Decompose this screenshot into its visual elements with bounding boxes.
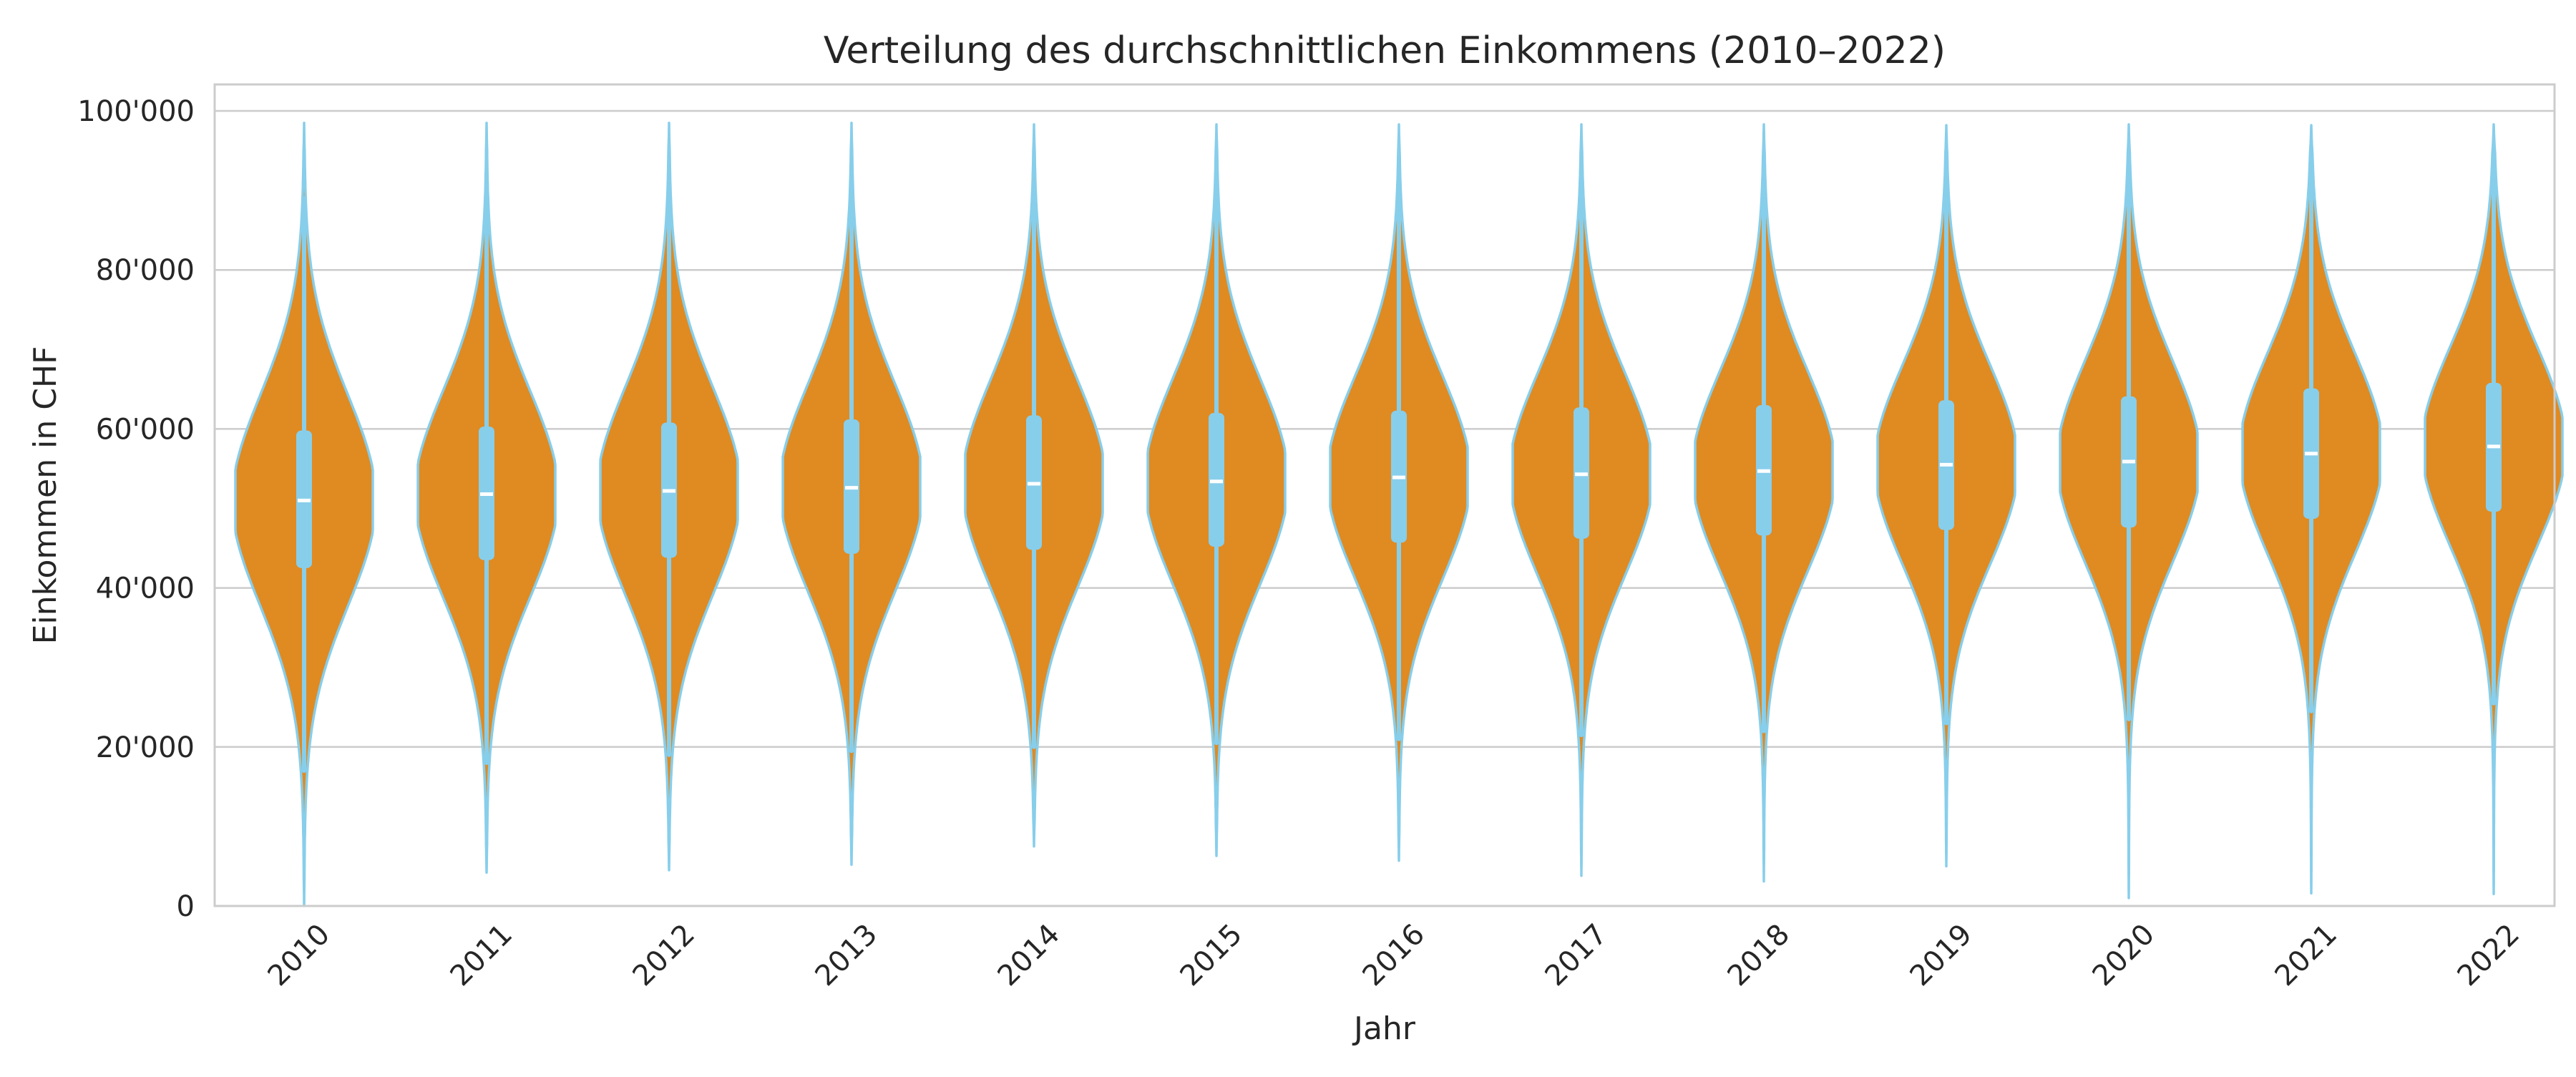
violin-2017 <box>1511 123 1652 877</box>
x-tick-label: 2017 <box>1539 918 1614 993</box>
y-tick-labels: 0 20'000 40'000 60'000 80'000 100'000 <box>77 95 195 923</box>
violin-2021 <box>2241 124 2381 895</box>
x-tick-label: 2014 <box>992 918 1067 993</box>
x-tick-label: 2021 <box>2269 918 2344 993</box>
y-tick-label: 40'000 <box>96 572 195 605</box>
violin-2022 <box>2424 123 2564 896</box>
x-tick-label: 2011 <box>444 918 519 993</box>
y-tick-label: 100'000 <box>77 95 195 128</box>
x-tick-label: 2010 <box>262 918 337 993</box>
x-tick-label: 2013 <box>809 918 884 993</box>
violin-2012 <box>599 121 739 872</box>
violin-2010 <box>234 121 374 907</box>
y-tick-label: 60'000 <box>96 413 195 446</box>
violin-2016 <box>1329 123 1469 862</box>
x-tick-label: 2016 <box>1357 918 1432 993</box>
x-tick-label: 2022 <box>2451 918 2527 993</box>
y-tick-label: 20'000 <box>96 731 195 764</box>
x-tick-label: 2012 <box>627 918 702 993</box>
y-tick-label: 80'000 <box>96 254 195 287</box>
violin-2019 <box>1876 124 2016 868</box>
violin-2020 <box>2059 123 2199 900</box>
x-tick-label: 2015 <box>1174 918 1249 993</box>
x-tick-label: 2019 <box>1904 918 1979 993</box>
violin-2018 <box>1694 123 1834 883</box>
x-tick-label: 2020 <box>2087 918 2162 993</box>
chart-title: Verteilung des durchschnittlichen Einkom… <box>824 29 1946 72</box>
violin-2014 <box>964 123 1104 848</box>
violin-2015 <box>1146 123 1287 857</box>
x-tick-label: 2018 <box>1722 918 1797 993</box>
violins <box>234 121 2564 907</box>
x-axis-label: Jahr <box>1352 1010 1416 1047</box>
y-axis-label: Einkommen in CHF <box>27 346 64 645</box>
violin-2013 <box>781 121 922 866</box>
x-tick-labels: 2010 2011 2012 2013 2014 2015 2016 2017 2018 2019… <box>262 918 2527 993</box>
y-tick-label: 0 <box>177 890 195 923</box>
violin-2011 <box>416 121 557 874</box>
plot-frame <box>213 83 2556 907</box>
